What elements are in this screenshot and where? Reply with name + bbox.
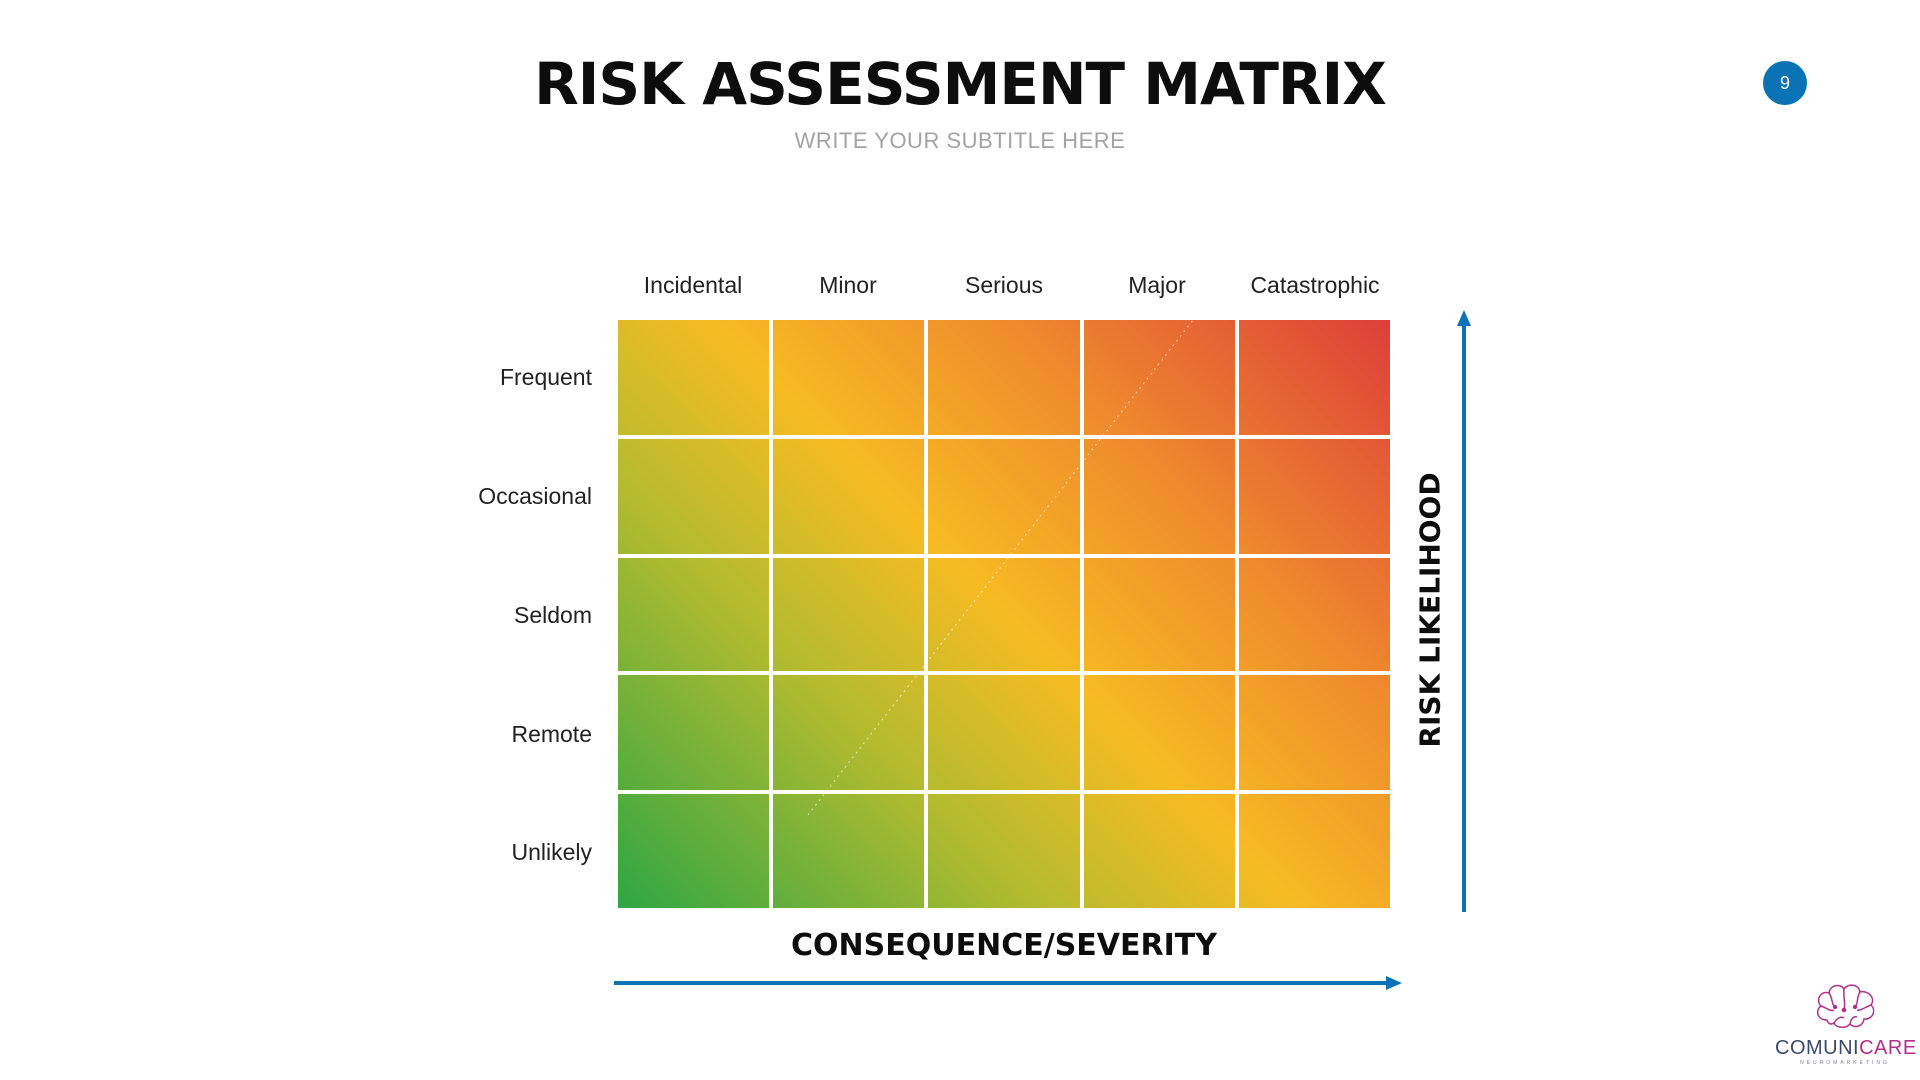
page-title: RISK ASSESSMENT MATRIX <box>534 50 1387 118</box>
company-logo: COMUNICARE NEUROMARKETING <box>1775 980 1917 1068</box>
column-label-catastrophic: Catastrophic <box>1250 272 1380 298</box>
grid-divider <box>618 671 1390 675</box>
logo-tagline: NEUROMARKETING <box>1800 1060 1890 1066</box>
x-axis-label: CONSEQUENCE/SEVERITY <box>791 928 1217 963</box>
row-label-frequent: Frequent <box>499 364 592 390</box>
cell-occasional-major[interactable] <box>1084 439 1235 554</box>
logo-wordmark: COMUNICARE <box>1775 1037 1917 1060</box>
cell-frequent-catastrophic[interactable] <box>1239 320 1390 435</box>
cell-remote-serious[interactable] <box>928 675 1080 790</box>
grid-divider <box>924 320 928 908</box>
cell-remote-incidental[interactable] <box>618 675 769 790</box>
cell-seldom-serious[interactable] <box>928 558 1080 671</box>
cell-unlikely-serious[interactable] <box>928 794 1080 908</box>
brain-icon <box>1816 984 1875 1028</box>
cell-unlikely-incidental[interactable] <box>618 794 769 908</box>
row-label-remote: Remote <box>511 721 592 747</box>
cell-occasional-serious[interactable] <box>928 439 1080 554</box>
column-label-major: Major <box>1128 272 1186 298</box>
cell-seldom-major[interactable] <box>1084 558 1235 671</box>
x-axis-arrow-icon <box>614 976 1402 990</box>
cell-unlikely-catastrophic[interactable] <box>1239 794 1390 908</box>
cell-frequent-serious[interactable] <box>928 320 1080 435</box>
cell-unlikely-major[interactable] <box>1084 794 1235 908</box>
y-axis-arrow-icon <box>1457 310 1471 912</box>
cell-occasional-catastrophic[interactable] <box>1239 439 1390 554</box>
cell-occasional-minor[interactable] <box>773 439 924 554</box>
cell-seldom-minor[interactable] <box>773 558 924 671</box>
grid-divider <box>618 554 1390 558</box>
page-number-badge: 9 <box>1763 61 1807 105</box>
cell-frequent-incidental[interactable] <box>618 320 769 435</box>
cell-occasional-incidental[interactable] <box>618 439 769 554</box>
cell-remote-major[interactable] <box>1084 675 1235 790</box>
cell-seldom-catastrophic[interactable] <box>1239 558 1390 671</box>
logo-wordmark-part1: COMUNI <box>1775 1037 1860 1059</box>
cell-remote-minor[interactable] <box>773 675 924 790</box>
row-label-seldom: Seldom <box>514 602 592 628</box>
row-label-occasional: Occasional <box>478 483 592 509</box>
grid-divider <box>618 435 1390 439</box>
column-label-incidental: Incidental <box>643 272 743 298</box>
column-label-minor: Minor <box>819 272 877 298</box>
y-axis-label-text: RISK LIKELIHOOD <box>1413 472 1447 748</box>
cell-frequent-minor[interactable] <box>773 320 924 435</box>
grid-divider <box>1080 320 1084 908</box>
cell-remote-catastrophic[interactable] <box>1239 675 1390 790</box>
row-label-unlikely: Unlikely <box>511 839 592 865</box>
column-label-serious: Serious <box>965 272 1043 298</box>
grid-divider <box>618 790 1390 794</box>
cell-seldom-incidental[interactable] <box>618 558 769 671</box>
page-subtitle: WRITE YOUR SUBTITLE HERE <box>794 128 1126 153</box>
grid-divider <box>769 320 773 908</box>
grid-divider <box>1235 320 1239 908</box>
logo-wordmark-part2: CARE <box>1859 1037 1917 1059</box>
cell-unlikely-minor[interactable] <box>773 794 924 908</box>
cell-frequent-major[interactable] <box>1084 320 1235 435</box>
risk-matrix <box>618 320 1390 908</box>
